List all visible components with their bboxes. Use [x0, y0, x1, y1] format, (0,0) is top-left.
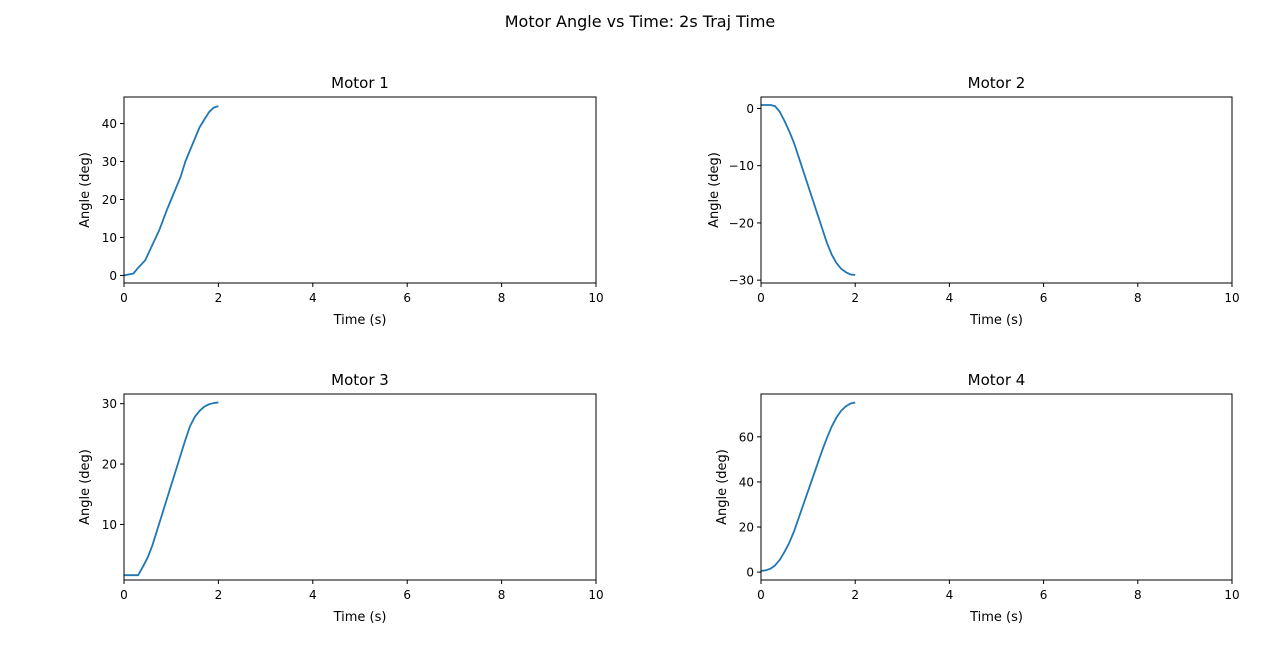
y-tick-label: −10	[729, 159, 754, 173]
data-line	[124, 401, 219, 577]
x-tick-label: 2	[215, 291, 223, 305]
x-tick-label: 6	[403, 588, 411, 602]
x-tick-label: 2	[215, 588, 223, 602]
x-tick-label: 4	[309, 291, 317, 305]
subplot-title: Motor 1	[331, 74, 389, 92]
figure-suptitle: Motor Angle vs Time: 2s Traj Time	[505, 12, 776, 31]
x-tick-label: 6	[403, 291, 411, 305]
y-axis-label: Angle (deg)	[715, 449, 730, 525]
x-tick-label: 4	[946, 588, 954, 602]
x-tick-label: 0	[757, 588, 765, 602]
x-axis-label: Time (s)	[333, 313, 387, 328]
subplot-motor-2: Motor 2 0 2 4 6 8 10 0 −10 −20 −30 Time (s) Angle (d…	[707, 74, 1239, 328]
y-tick-label: 10	[102, 231, 117, 245]
data-line	[761, 104, 856, 276]
x-tick-label: 8	[1134, 588, 1142, 602]
subplot-title: Motor 3	[331, 371, 389, 389]
x-tick-label: 2	[851, 588, 859, 602]
y-axis-label: Angle (deg)	[78, 152, 93, 228]
y-tick-label: 10	[102, 518, 117, 532]
y-tick-label: 20	[102, 458, 117, 472]
axes-frame	[123, 96, 597, 284]
axes-frame	[760, 96, 1233, 284]
subplot-title: Motor 4	[968, 371, 1026, 389]
y-axis-label: Angle (deg)	[78, 449, 93, 525]
y-tick-label: −30	[729, 274, 754, 288]
y-axis-label: Angle (deg)	[707, 152, 722, 228]
x-tick-label: 4	[309, 588, 317, 602]
axes-frame	[123, 393, 597, 581]
y-tick-label: 40	[102, 117, 117, 131]
x-tick-label: 0	[120, 291, 128, 305]
data-line	[123, 105, 219, 277]
x-tick-label: 4	[946, 291, 954, 305]
x-tick-label: 10	[1224, 588, 1239, 602]
x-tick-label: 2	[851, 291, 859, 305]
x-tick-label: 8	[1134, 291, 1142, 305]
y-tick-label: −20	[729, 216, 754, 230]
y-tick-label: 20	[102, 193, 117, 207]
subplot-motor-4: Motor 4 0 2 4 6 8 10 0 20 40 60 Time (s) Angle (deg)	[715, 371, 1240, 625]
y-tick-label: 60	[739, 430, 754, 444]
subplot-motor-1: Motor 1 0 2 4 6 8 10 0 10 20 30 40 Time (s) Angle (de…	[78, 74, 604, 328]
y-tick-label: 20	[739, 521, 754, 535]
x-tick-label: 0	[120, 588, 128, 602]
x-tick-label: 6	[1040, 588, 1048, 602]
x-axis-label: Time (s)	[969, 610, 1023, 625]
y-tick-label: 0	[109, 269, 117, 283]
x-axis-label: Time (s)	[969, 313, 1023, 328]
subplot-title: Motor 2	[968, 74, 1026, 92]
axes-frame	[760, 393, 1233, 581]
x-tick-label: 8	[498, 291, 506, 305]
x-tick-label: 10	[1224, 291, 1239, 305]
y-tick-label: 0	[746, 102, 754, 116]
subplot-motor-3: Motor 3 0 2 4 6 8 10 10 20 30 Time (s) Angle (deg)	[78, 371, 604, 625]
x-tick-label: 6	[1040, 291, 1048, 305]
x-tick-label: 8	[498, 588, 506, 602]
y-tick-label: 0	[746, 566, 754, 580]
x-tick-label: 0	[757, 291, 765, 305]
y-tick-label: 40	[739, 475, 754, 489]
y-tick-label: 30	[102, 155, 117, 169]
y-tick-label: 30	[102, 397, 117, 411]
x-axis-label: Time (s)	[333, 610, 387, 625]
x-tick-label: 10	[588, 588, 603, 602]
x-tick-label: 10	[588, 291, 603, 305]
data-line	[760, 401, 856, 572]
